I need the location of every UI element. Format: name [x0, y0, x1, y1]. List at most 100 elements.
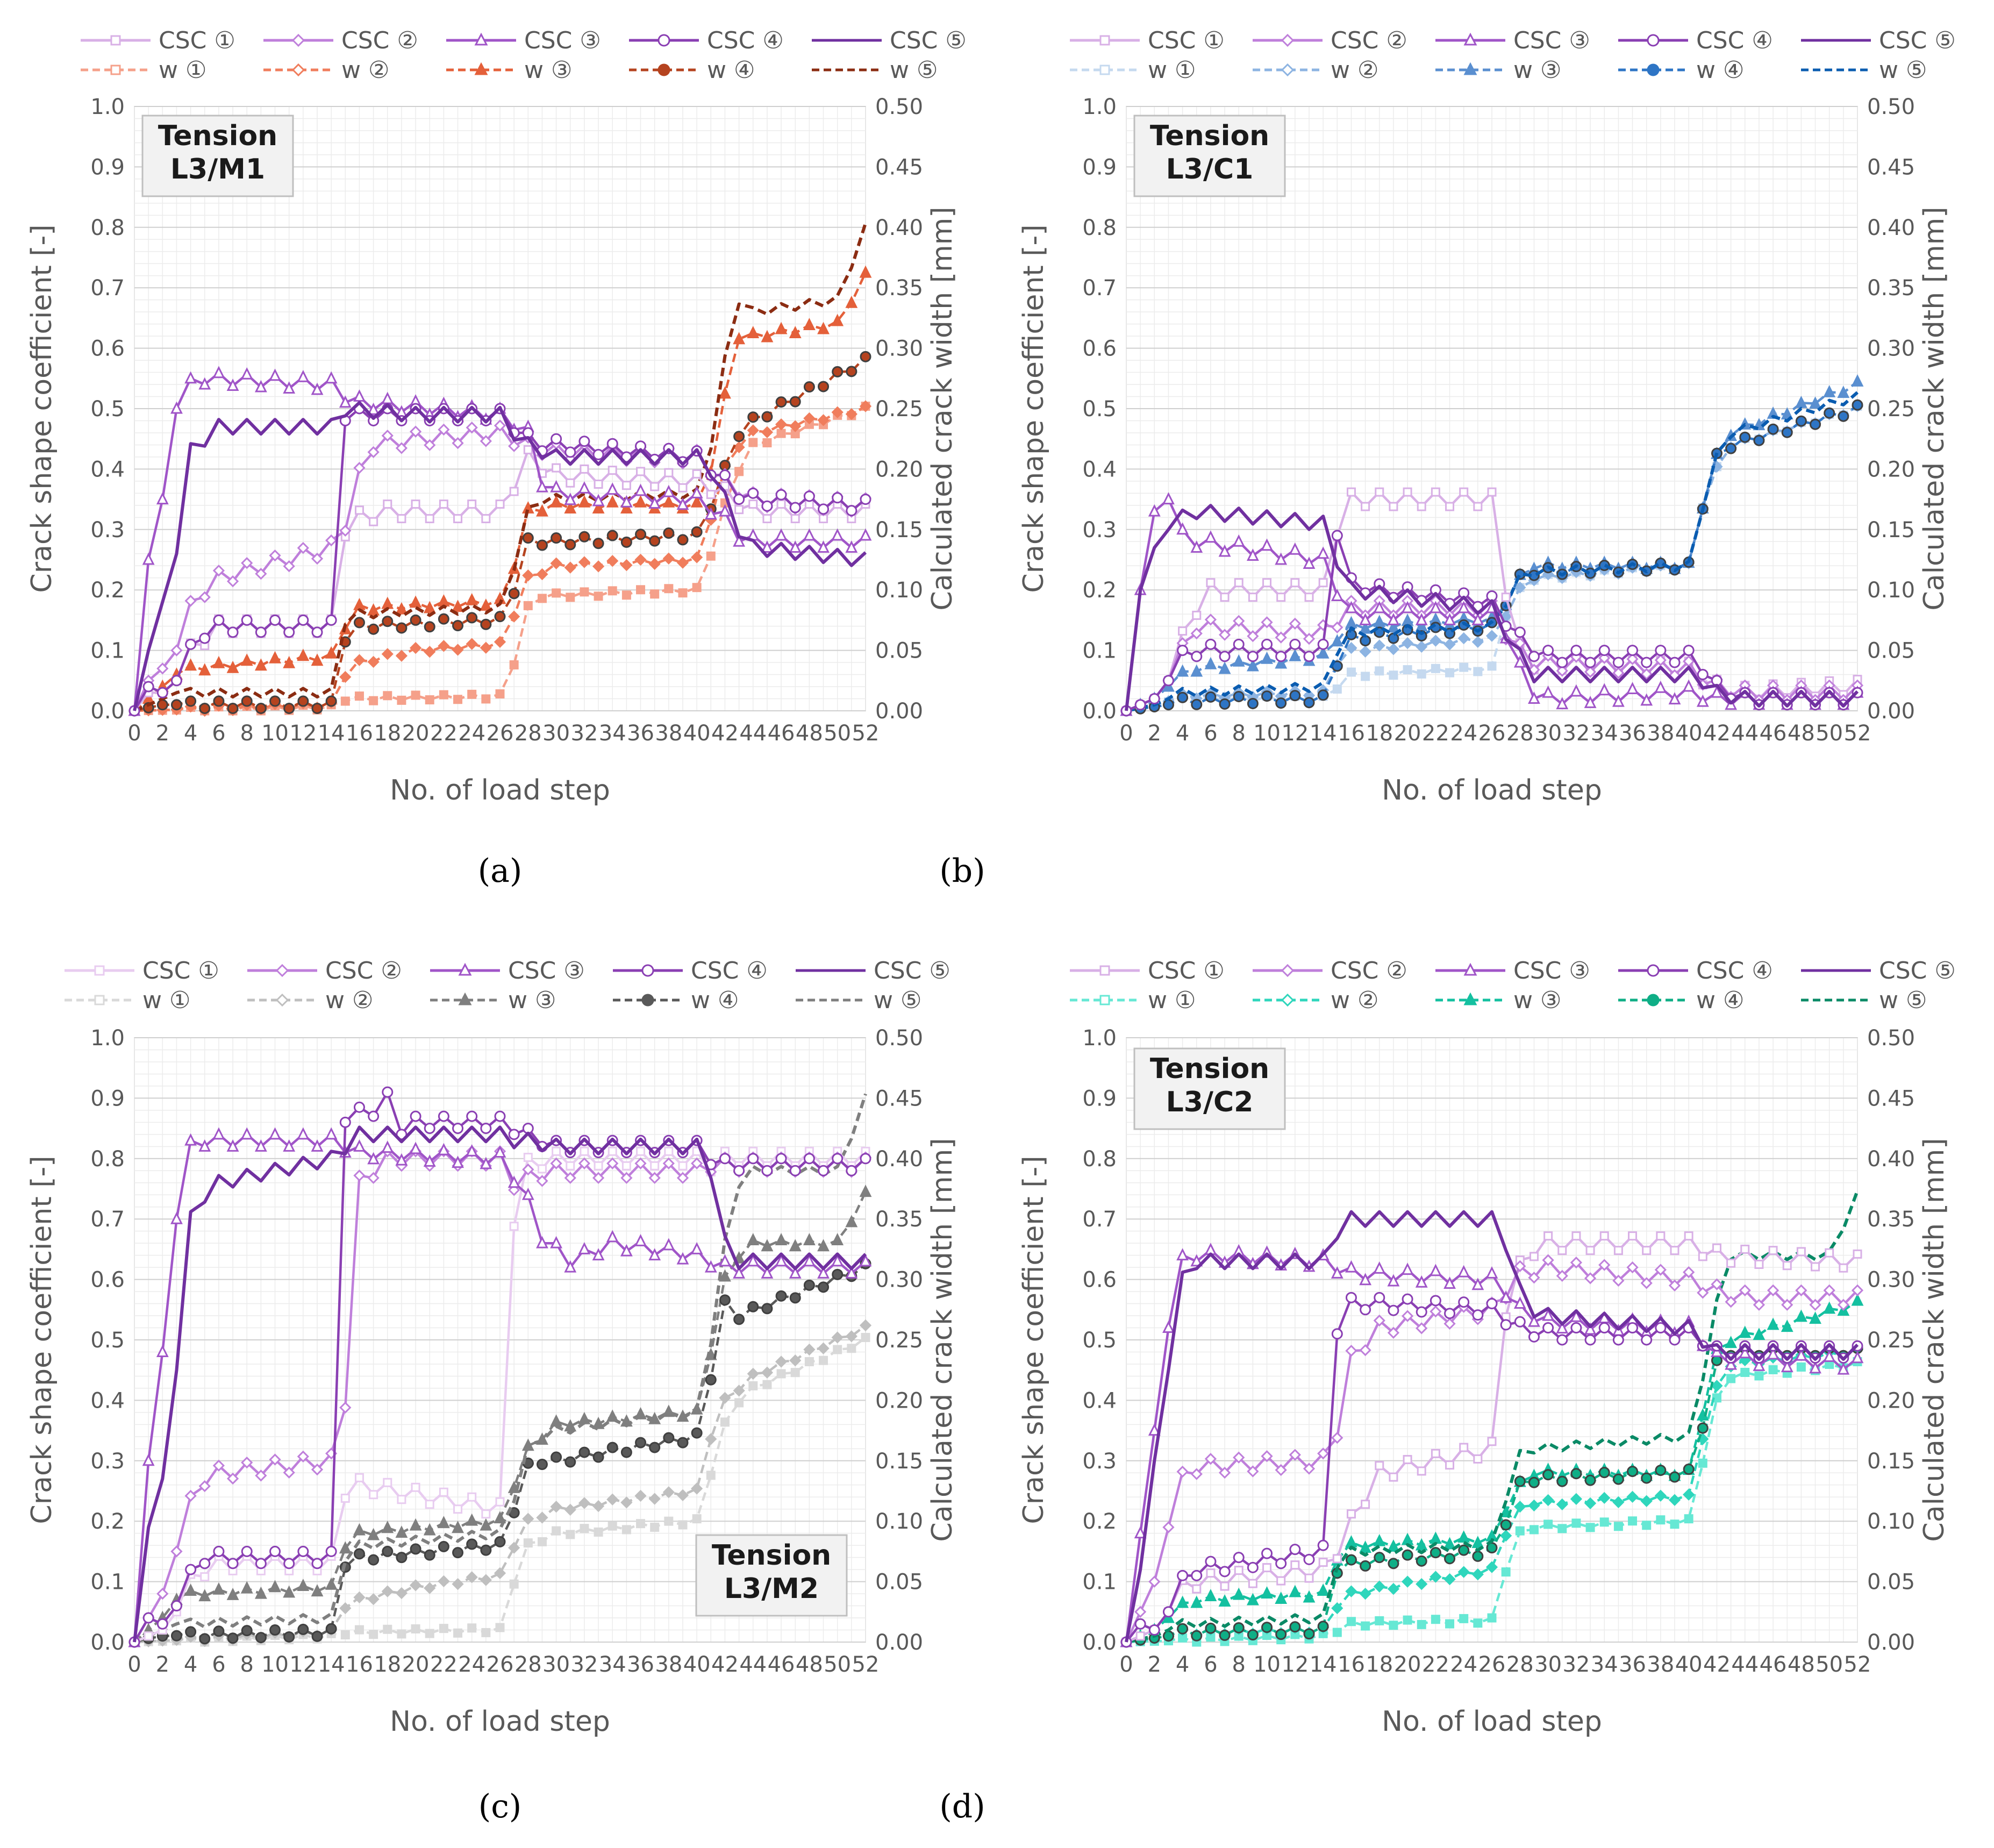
data-point-circle: [1289, 690, 1301, 702]
x-tick-label: 24: [458, 1652, 485, 1677]
data-point-triangle: [212, 655, 225, 668]
data-point-diamond: [452, 1578, 464, 1590]
series-csc-3: [128, 1127, 872, 1647]
data-point-circle: [803, 1153, 815, 1165]
data-point-square: [566, 1161, 575, 1171]
data-point-triangle: [1134, 1526, 1147, 1539]
data-point-triangle: [1401, 1262, 1414, 1275]
data-point-diamond: [1162, 1521, 1175, 1533]
data-point-triangle: [1148, 504, 1161, 517]
data-point-circle: [1528, 1476, 1540, 1488]
data-point-triangle: [1443, 1276, 1456, 1289]
data-point-circle: [803, 490, 815, 502]
data-point-triangle: [1218, 544, 1231, 557]
y2-tick-label: 0.35: [875, 1207, 923, 1232]
y-tick-label: 0.8: [90, 216, 125, 240]
data-point-circle: [818, 1281, 830, 1293]
data-point-triangle: [409, 1518, 422, 1531]
data-point-triangle: [564, 501, 577, 513]
data-point-triangle: [1317, 546, 1330, 559]
chart-panel-1: 0.0 0.1 0.2 0.3 0.4 0.5 0.6 0.7 0.8 0.9 1.0 0.00 0.0…: [26, 27, 967, 890]
y-tick-label: 0.7: [1082, 1207, 1117, 1232]
data-point-circle: [677, 534, 689, 546]
data-point-triangle: [564, 493, 577, 505]
data-point-circle: [424, 1549, 435, 1561]
data-point-triangle: [1415, 1275, 1428, 1288]
data-point-diamond: [1331, 1602, 1343, 1615]
data-point-square: [664, 584, 674, 594]
data-point-square: [509, 660, 519, 670]
data-point-diamond: [1556, 1498, 1568, 1511]
data-point-triangle: [606, 482, 619, 495]
x-tick-label: 50: [824, 721, 851, 746]
data-point-square: [425, 1500, 434, 1509]
data-point-triangle: [423, 1523, 436, 1536]
data-point-square: [1332, 1628, 1342, 1637]
data-point-triangle: [395, 602, 408, 615]
data-point-triangle: [1598, 683, 1611, 696]
legend-marker: [1647, 964, 1660, 977]
data-point-square: [1571, 1518, 1581, 1528]
y-tick-label: 0.9: [90, 1086, 125, 1111]
data-point-diamond: [831, 406, 844, 418]
data-point-diamond: [466, 1571, 478, 1583]
x-tick-label: 28: [514, 1652, 542, 1677]
x-tick-label: 10: [261, 721, 289, 746]
data-point-diamond: [339, 524, 352, 537]
y-tick-label: 1.0: [90, 95, 125, 119]
x-tick-label: 50: [1816, 721, 1843, 746]
data-point-triangle: [339, 1541, 352, 1554]
data-point-triangle: [564, 1419, 577, 1432]
data-point-diamond: [480, 1574, 492, 1586]
data-point-square: [1459, 662, 1469, 672]
data-point-square: [552, 1146, 561, 1156]
data-point-diamond: [550, 1501, 562, 1513]
x-tick-label: 10: [1253, 1652, 1281, 1677]
data-point-square: [1234, 1566, 1243, 1575]
data-point-square: [1599, 1517, 1609, 1527]
x-tick-label: 48: [1788, 1652, 1815, 1677]
y-tick-label: 1.0: [1082, 1026, 1117, 1051]
legend-marker: [1281, 993, 1295, 1007]
data-point-diamond: [1500, 1530, 1512, 1542]
data-point-triangle: [198, 1589, 211, 1602]
data-point-square: [383, 1624, 392, 1634]
data-point-square: [650, 589, 660, 599]
data-point-circle: [368, 415, 380, 426]
data-point-triangle: [1190, 1254, 1203, 1267]
y2-tick-label: 0.20: [875, 457, 923, 482]
data-point-square: [1754, 1371, 1764, 1381]
legend-item-w-5: w ⑤: [812, 56, 938, 84]
data-point-circle: [241, 614, 253, 626]
data-point-square: [1543, 1231, 1553, 1241]
data-point-circle: [649, 535, 661, 547]
data-point-triangle: [761, 330, 774, 343]
y2-tick-label: 0.45: [875, 155, 923, 180]
data-point-square: [1346, 1509, 1356, 1519]
x-tick-label: 14: [1310, 721, 1337, 746]
data-point-square: [453, 695, 463, 704]
legend-marker: [110, 65, 121, 75]
data-point-circle: [536, 1459, 548, 1471]
x-tick-label: 30: [542, 721, 570, 746]
data-point-circle: [1388, 632, 1399, 644]
data-point-triangle: [789, 326, 802, 338]
data-point-square: [1375, 1616, 1384, 1625]
data-point-circle: [1275, 1629, 1287, 1640]
legend-item-csc-3: CSC ③: [1435, 957, 1590, 984]
data-point-triangle: [690, 486, 703, 498]
legend-marker: [1463, 32, 1477, 46]
data-point-triangle: [1387, 613, 1400, 625]
data-point-diamond: [1233, 615, 1245, 627]
data-point-square: [340, 696, 350, 706]
y-tick-label: 0.7: [1082, 276, 1117, 301]
data-point-square: [523, 1153, 533, 1162]
data-point-square: [453, 514, 463, 524]
data-point-circle: [1528, 651, 1540, 662]
legend-marker: [1099, 65, 1110, 75]
data-point-circle: [269, 695, 281, 707]
legend-item-w-3: w ③: [446, 56, 572, 84]
data-point-triangle: [508, 1175, 520, 1188]
x-tick-label: 26: [487, 1652, 514, 1677]
data-point-square: [833, 1345, 842, 1354]
